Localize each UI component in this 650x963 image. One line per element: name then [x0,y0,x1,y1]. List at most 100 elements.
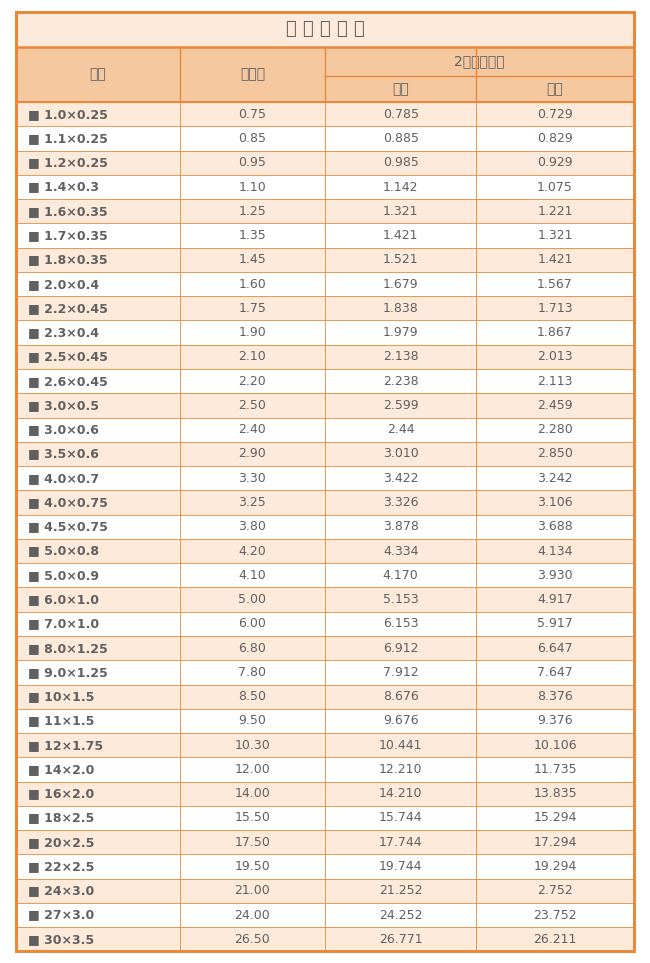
Bar [16,345,634,369]
Text: 4.10: 4.10 [239,569,266,582]
Bar [16,490,634,514]
Text: 1.421: 1.421 [538,253,573,267]
Text: 1.321: 1.321 [538,229,573,242]
Text: ■ 14×2.0: ■ 14×2.0 [28,763,94,776]
Text: 17.744: 17.744 [379,836,422,848]
Text: 26.211: 26.211 [534,933,577,946]
Text: ■ 22×2.5: ■ 22×2.5 [28,860,94,873]
Text: ■ 16×2.0: ■ 16×2.0 [28,787,94,800]
Text: ■ 2.2×0.45: ■ 2.2×0.45 [28,301,108,315]
Text: ■ 27×3.0: ■ 27×3.0 [28,908,94,922]
Bar [16,418,634,442]
Text: 3.930: 3.930 [537,569,573,582]
Bar [16,854,634,878]
Bar [16,685,634,709]
Bar [16,733,634,757]
Text: 0.985: 0.985 [383,156,419,169]
Text: ■ 1.8×0.35: ■ 1.8×0.35 [28,253,107,267]
Text: 最大: 最大 [392,82,409,96]
Text: 9.376: 9.376 [537,715,573,727]
Text: 1.90: 1.90 [239,326,266,339]
Text: 2.113: 2.113 [538,375,573,388]
Text: 1.35: 1.35 [239,229,266,242]
Text: 24.252: 24.252 [379,908,422,922]
Text: 1.75: 1.75 [239,301,266,315]
Text: ■ 1.6×0.35: ■ 1.6×0.35 [28,205,107,218]
Text: 公 制 粗 螺 纹: 公 制 粗 螺 纹 [285,20,365,39]
Text: 5.00: 5.00 [239,593,266,606]
Text: 0.929: 0.929 [537,156,573,169]
Text: 0.95: 0.95 [239,156,266,169]
Text: 2.599: 2.599 [383,399,419,412]
Text: ■ 4.5×0.75: ■ 4.5×0.75 [28,520,108,534]
Text: 19.744: 19.744 [379,860,422,873]
Text: 8.50: 8.50 [239,690,266,703]
Bar [16,272,634,297]
Text: 3.010: 3.010 [383,448,419,460]
Bar [16,927,634,951]
Text: ■ 3.0×0.6: ■ 3.0×0.6 [28,423,99,436]
Bar [16,76,634,102]
Text: 1.321: 1.321 [383,205,419,218]
Text: 23.752: 23.752 [533,908,577,922]
Text: 5.917: 5.917 [537,617,573,631]
Text: 1.521: 1.521 [383,253,419,267]
Text: 3.688: 3.688 [537,520,573,534]
Text: 24.00: 24.00 [235,908,270,922]
Text: ■ 1.4×0.3: ■ 1.4×0.3 [28,180,99,194]
Bar [16,587,634,612]
Text: 10.441: 10.441 [379,739,422,752]
Text: 4.170: 4.170 [383,569,419,582]
Text: ■ 7.0×1.0: ■ 7.0×1.0 [28,617,99,631]
Text: 5.153: 5.153 [383,593,419,606]
Text: 14.210: 14.210 [379,787,422,800]
Text: ■ 20×2.5: ■ 20×2.5 [28,836,94,848]
Text: 6.00: 6.00 [239,617,266,631]
Text: 2.459: 2.459 [537,399,573,412]
Text: 7.80: 7.80 [239,665,266,679]
Bar [16,466,634,490]
Text: ■ 1.2×0.25: ■ 1.2×0.25 [28,156,108,169]
Text: ■ 4.0×0.75: ■ 4.0×0.75 [28,496,108,509]
Text: 3.106: 3.106 [537,496,573,509]
Text: 1.867: 1.867 [537,326,573,339]
Text: 4.917: 4.917 [537,593,573,606]
Text: 0.785: 0.785 [383,108,419,120]
Bar [16,636,634,661]
Bar [16,514,634,539]
Bar [16,442,634,466]
Text: 9.50: 9.50 [239,715,266,727]
Bar [16,47,634,76]
Text: 1.713: 1.713 [537,301,573,315]
Text: ■ 5.0×0.9: ■ 5.0×0.9 [28,569,99,582]
Bar [16,830,634,854]
Text: 2.20: 2.20 [239,375,266,388]
Text: 1.421: 1.421 [383,229,419,242]
Text: 7.647: 7.647 [537,665,573,679]
Text: 4.20: 4.20 [239,544,266,558]
Bar [16,393,634,418]
Text: 标准径: 标准径 [240,67,265,82]
Bar [16,612,634,636]
Bar [16,199,634,223]
Text: ■ 1.1×0.25: ■ 1.1×0.25 [28,132,108,145]
Text: ■ 2.6×0.45: ■ 2.6×0.45 [28,375,107,388]
Bar [16,126,634,150]
Text: 0.829: 0.829 [537,132,573,145]
Text: 最小: 最小 [547,82,564,96]
Bar [16,102,634,126]
Bar [16,661,634,685]
Text: 0.885: 0.885 [383,132,419,145]
Text: 6.80: 6.80 [239,641,266,655]
Text: ■ 18×2.5: ■ 18×2.5 [28,812,94,824]
Text: ■ 1.7×0.35: ■ 1.7×0.35 [28,229,107,242]
Text: 6.912: 6.912 [383,641,419,655]
Text: 6.153: 6.153 [383,617,419,631]
Text: 1.60: 1.60 [239,277,266,291]
Text: 19.294: 19.294 [534,860,577,873]
Bar [16,709,634,733]
Text: 1.979: 1.979 [383,326,419,339]
Text: ■ 9.0×1.25: ■ 9.0×1.25 [28,665,107,679]
Text: ■ 8.0×1.25: ■ 8.0×1.25 [28,641,107,655]
Text: 3.242: 3.242 [538,472,573,484]
